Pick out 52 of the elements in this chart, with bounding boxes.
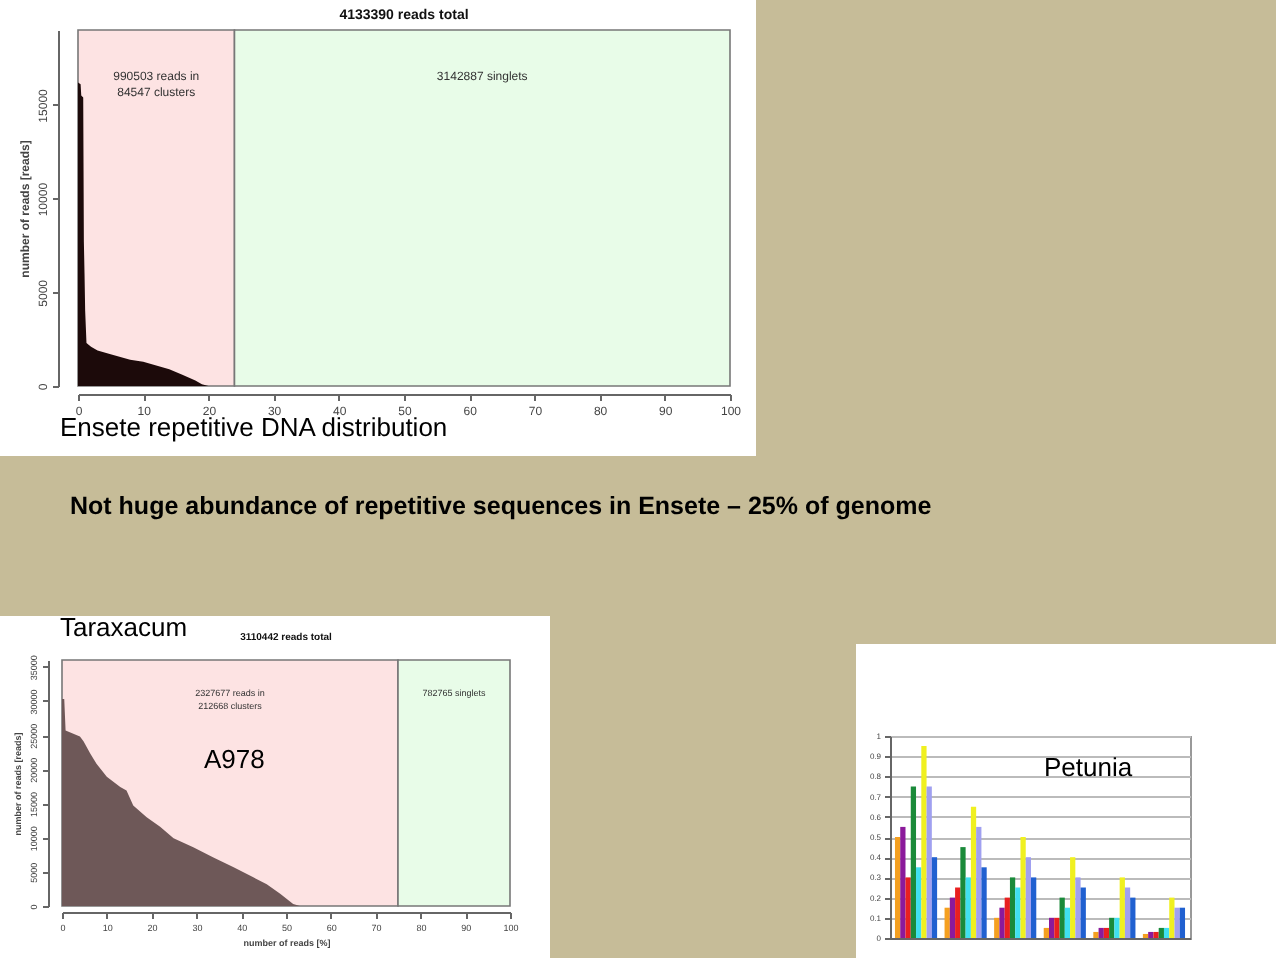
bar [1059, 897, 1065, 938]
bar [1153, 931, 1159, 938]
bar [910, 786, 917, 938]
bar [955, 887, 961, 938]
bar [1130, 897, 1136, 938]
bar [1103, 927, 1110, 938]
bar [1119, 877, 1125, 938]
bar [1048, 917, 1055, 938]
bar [1031, 877, 1037, 938]
bar [905, 877, 911, 938]
bar [894, 837, 901, 938]
bar [1064, 907, 1071, 938]
bar [976, 826, 982, 938]
bar [1109, 917, 1115, 938]
bar [900, 826, 906, 938]
bar [994, 917, 1000, 938]
bar [921, 746, 927, 938]
bar [999, 907, 1005, 938]
bar [931, 857, 938, 938]
bar [960, 847, 966, 938]
bar [1004, 897, 1010, 938]
text: Ensete repetitive DNA distribution [60, 412, 448, 444]
annotation: Petunia [1044, 752, 1133, 784]
bar [1070, 857, 1076, 938]
bar [926, 786, 932, 938]
bar [1124, 887, 1131, 938]
bar [944, 907, 950, 938]
bar [970, 806, 977, 938]
bar [965, 877, 971, 938]
bar [1025, 857, 1032, 938]
bar [1179, 907, 1186, 938]
bar [981, 867, 987, 938]
bar [1163, 927, 1170, 938]
bar [1169, 897, 1175, 938]
bar [1114, 917, 1120, 938]
bar [949, 897, 956, 938]
bar [1158, 927, 1164, 938]
bar [1080, 887, 1086, 938]
bar [1009, 877, 1016, 938]
annotation: A978 [204, 744, 265, 776]
bar [1098, 927, 1104, 938]
bar [1148, 931, 1154, 938]
bar [1020, 837, 1026, 938]
bar [1075, 877, 1081, 938]
bar [1174, 907, 1180, 938]
text: Not huge abundance of repetitive sequences in Ensete – 25% of genome [70, 492, 932, 521]
bar [1093, 931, 1099, 938]
bar [916, 867, 922, 938]
bar [1054, 917, 1060, 938]
bar [1015, 887, 1021, 938]
text: Taraxacum [60, 612, 188, 644]
bar [1043, 927, 1049, 938]
